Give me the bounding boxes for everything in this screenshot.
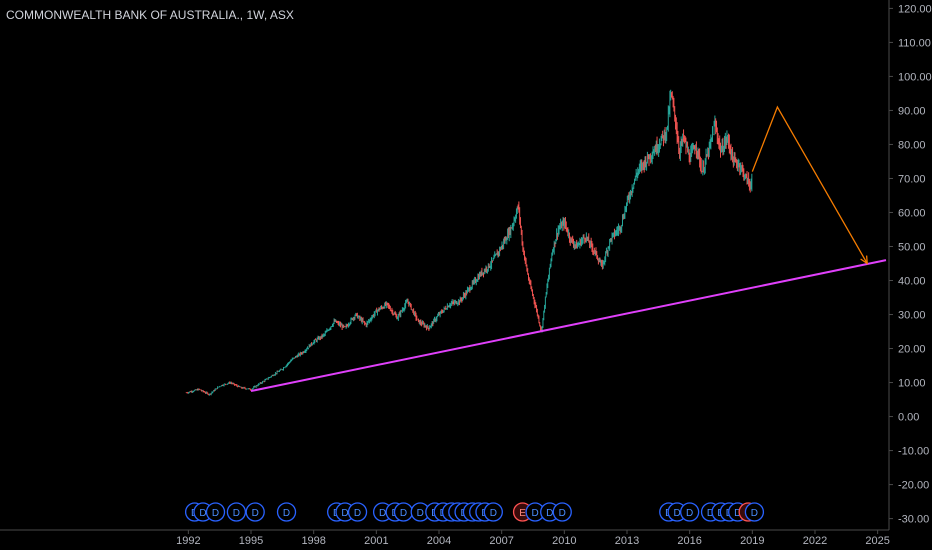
y-tick-label: 20.00: [898, 344, 926, 356]
y-tick-label: 50.00: [898, 241, 926, 253]
dividend-marker[interactable]: D: [245, 502, 265, 522]
event-marker-label: D: [734, 508, 741, 519]
support-trend-line[interactable]: [250, 259, 887, 393]
event-marker-circle: [205, 502, 226, 522]
event-marker-label: D: [490, 508, 497, 519]
event-marker-circle: [276, 502, 297, 522]
event-marker-label: D: [283, 508, 290, 519]
dividend-marker[interactable]: D: [680, 502, 700, 522]
x-axis[interactable]: 1992 1995 1998 2001 2004 2007 2010 2013 2016 2019…: [176, 530, 890, 547]
x-tick-label: 2010: [552, 535, 576, 547]
event-marker-circle: [245, 502, 265, 522]
event-marker-label: D: [354, 508, 361, 519]
y-tick-label: 10.00: [898, 378, 926, 390]
event-marker-label: E: [519, 508, 526, 519]
dividend-marker[interactable]: D: [226, 502, 247, 522]
x-tick-label: 1998: [301, 535, 325, 547]
x-tick-label: 1992: [176, 535, 200, 547]
projection-path[interactable]: [751, 105, 868, 264]
x-tick-label: 2004: [427, 535, 451, 547]
dividend-marker[interactable]: D: [483, 502, 503, 522]
event-marker-label: D: [546, 508, 553, 519]
y-tick-label: 90.00: [898, 105, 926, 117]
dividend-marker[interactable]: D: [347, 502, 368, 522]
event-marker-label: D: [400, 508, 407, 519]
dividend-marker[interactable]: D: [393, 502, 414, 522]
event-marker-label: D: [199, 508, 206, 519]
event-marker-label: D: [252, 508, 259, 519]
x-tick-label: 2019: [740, 535, 764, 547]
event-marker-circle: [347, 502, 368, 522]
dividend-marker[interactable]: D: [276, 502, 297, 522]
event-marker-label: D: [707, 508, 714, 519]
event-marker-label: D: [686, 508, 693, 519]
event-marker-label: D: [674, 508, 681, 519]
x-tick-label: 2013: [615, 535, 639, 547]
x-tick-label: 1995: [239, 535, 263, 547]
y-tick-label: -30.00: [898, 514, 929, 526]
y-tick-label: -20.00: [898, 480, 929, 492]
y-tick-label: 120.00: [898, 3, 932, 15]
event-marker-circle: [680, 502, 700, 522]
x-tick-label: 2022: [803, 535, 827, 547]
event-marker-circle: [552, 502, 572, 522]
event-markers: DDDDDDDDDDDDDDDDDDDDDDEDDDDDDDDDDED: [184, 502, 765, 522]
event-marker-label: D: [212, 508, 219, 519]
y-tick-label: 40.00: [898, 276, 926, 288]
y-tick-label: 70.00: [898, 173, 926, 185]
event-marker-label: D: [531, 508, 538, 519]
y-tick-label: 30.00: [898, 310, 926, 322]
event-marker-label: D: [751, 508, 758, 519]
price-series: [185, 89, 753, 396]
dividend-marker[interactable]: D: [744, 502, 765, 522]
y-tick-label: 0.00: [898, 412, 919, 424]
event-marker-circle: [226, 502, 247, 522]
dividend-marker[interactable]: D: [205, 502, 226, 522]
event-marker-label: D: [233, 508, 240, 519]
y-axis[interactable]: 120.00 110.00 100.00 90.00 80.00 70.00 60.00 50…: [889, 3, 932, 526]
chart-title: COMMONWEALTH BANK OF AUSTRALIA., 1W, ASX: [6, 8, 294, 22]
x-tick-label: 2001: [364, 535, 388, 547]
y-tick-label: -10.00: [898, 446, 929, 458]
event-marker-label: D: [559, 508, 566, 519]
y-tick-label: 80.00: [898, 139, 926, 151]
dividend-marker[interactable]: D: [410, 502, 430, 522]
x-tick-label: 2016: [677, 535, 701, 547]
event-marker-circle: [744, 502, 765, 522]
y-tick-label: 110.00: [898, 37, 931, 49]
x-tick-label: 2025: [865, 535, 889, 547]
dividend-marker[interactable]: D: [552, 502, 572, 522]
event-marker-label: D: [417, 508, 424, 519]
y-tick-label: 60.00: [898, 207, 926, 219]
event-marker-label: D: [379, 508, 386, 519]
event-marker-label: D: [341, 508, 348, 519]
x-tick-label: 2007: [489, 535, 513, 547]
projection-arrowhead: [860, 255, 868, 265]
event-marker-circle: [483, 502, 503, 522]
y-tick-label: 100.00: [898, 71, 932, 83]
